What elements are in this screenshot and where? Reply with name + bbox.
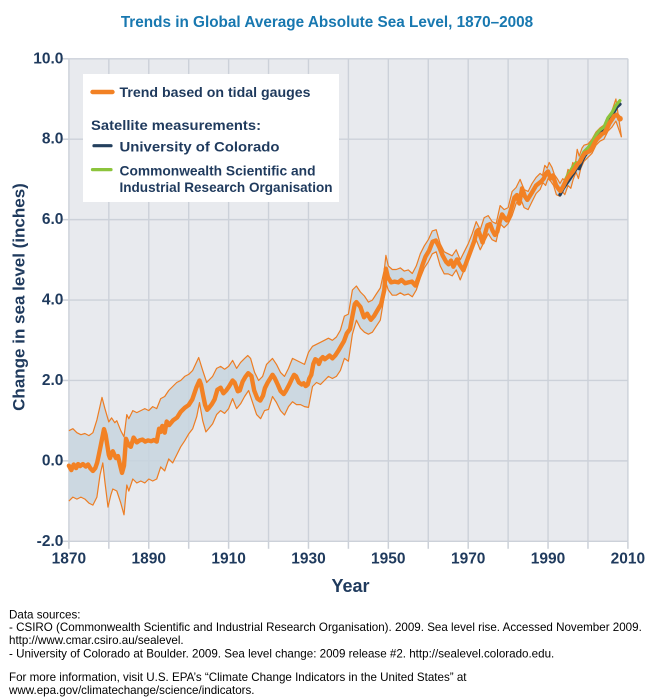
svg-text:1930: 1930 — [291, 550, 325, 567]
svg-text:- University of Colorado at Bo: - University of Colorado at Boulder. 200… — [9, 647, 554, 660]
svg-text:1990: 1990 — [531, 550, 565, 567]
svg-text:Trend based on tidal gauges: Trend based on tidal gauges — [120, 84, 311, 100]
svg-text:www.epa.gov/climatechange/scie: www.epa.gov/climatechange/science/indica… — [8, 684, 255, 697]
svg-text:Change in sea level (inches): Change in sea level (inches) — [10, 183, 29, 411]
svg-text:10.0: 10.0 — [33, 50, 63, 67]
svg-text:6.0: 6.0 — [42, 211, 64, 228]
svg-text:8.0: 8.0 — [42, 131, 64, 148]
svg-text:Trends in Global Average Absol: Trends in Global Average Absolute Sea Le… — [121, 14, 534, 31]
svg-text:Industrial Research Organisati: Industrial Research Organisation — [120, 179, 333, 195]
svg-text:University of Colorado: University of Colorado — [120, 138, 280, 154]
svg-text:4.0: 4.0 — [42, 292, 64, 309]
svg-text:-2.0: -2.0 — [37, 533, 64, 550]
svg-text:- CSIRO (Commonwealth Scientif: - CSIRO (Commonwealth Scientific and Ind… — [9, 621, 642, 634]
svg-text:1890: 1890 — [132, 550, 166, 567]
svg-text:2.0: 2.0 — [42, 372, 64, 389]
svg-text:Data sources:: Data sources: — [9, 609, 81, 622]
svg-text:Commonwealth Scientific and: Commonwealth Scientific and — [120, 162, 316, 178]
svg-text:1910: 1910 — [211, 550, 245, 567]
svg-text:0.0: 0.0 — [42, 452, 64, 469]
svg-text:1870: 1870 — [52, 550, 86, 567]
svg-text:Satellite measurements:: Satellite measurements: — [91, 117, 261, 133]
svg-text:1950: 1950 — [371, 550, 405, 567]
svg-text:1970: 1970 — [451, 550, 485, 567]
svg-text:http://www.cmar.csiro.au/seale: http://www.cmar.csiro.au/sealevel. — [9, 634, 184, 647]
svg-text:For more information, visit U.: For more information, visit U.S. EPA’s “… — [9, 671, 467, 684]
svg-text:Year: Year — [331, 576, 369, 596]
svg-text:2010: 2010 — [611, 550, 645, 567]
